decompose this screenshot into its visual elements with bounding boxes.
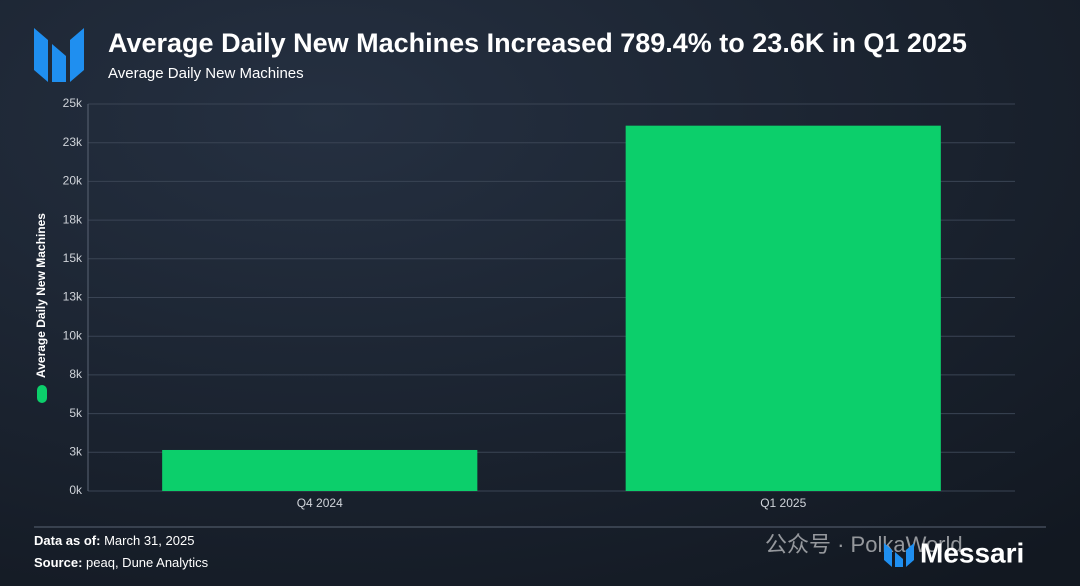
- y-tick-label: 5k: [69, 406, 83, 420]
- chart-title: Average Daily New Machines Increased 789…: [108, 28, 967, 58]
- y-tick-label: 0k: [69, 483, 83, 497]
- y-tick-label: 15k: [63, 251, 83, 265]
- date-label: Data as of:: [34, 533, 100, 548]
- watermark: 公众号 · PolkaWorld: [765, 532, 963, 557]
- legend-label: Average Daily New Machines: [34, 213, 48, 378]
- source-label: Source:: [34, 555, 82, 570]
- chart-subtitle: Average Daily New Machines: [108, 65, 304, 82]
- y-tick-label: 25k: [63, 96, 83, 110]
- bar: [625, 125, 941, 491]
- y-tick-label: 23k: [63, 135, 83, 149]
- x-tick-label: Q1 2025: [760, 496, 806, 510]
- bar: [162, 449, 478, 491]
- brand: Messari: [920, 537, 1024, 568]
- x-tick-label: Q4 2024: [297, 496, 343, 510]
- y-tick-label: 20k: [63, 174, 83, 188]
- date: March 31, 2025: [104, 533, 194, 548]
- y-tick-label: 3k: [69, 444, 83, 458]
- y-tick-label: 10k: [63, 328, 83, 342]
- logo: [34, 28, 84, 82]
- legend-swatch: [37, 385, 47, 403]
- y-tick-label: 13k: [63, 290, 83, 304]
- footer-source: Source: peaq, Dune Analytics: [34, 555, 209, 570]
- source: peaq, Dune Analytics: [86, 555, 209, 570]
- footer-date: Data as of: March 31, 2025: [34, 533, 194, 548]
- y-tick-label: 8k: [69, 367, 83, 381]
- brand-logo: [884, 543, 914, 567]
- y-tick-label: 18k: [63, 212, 83, 226]
